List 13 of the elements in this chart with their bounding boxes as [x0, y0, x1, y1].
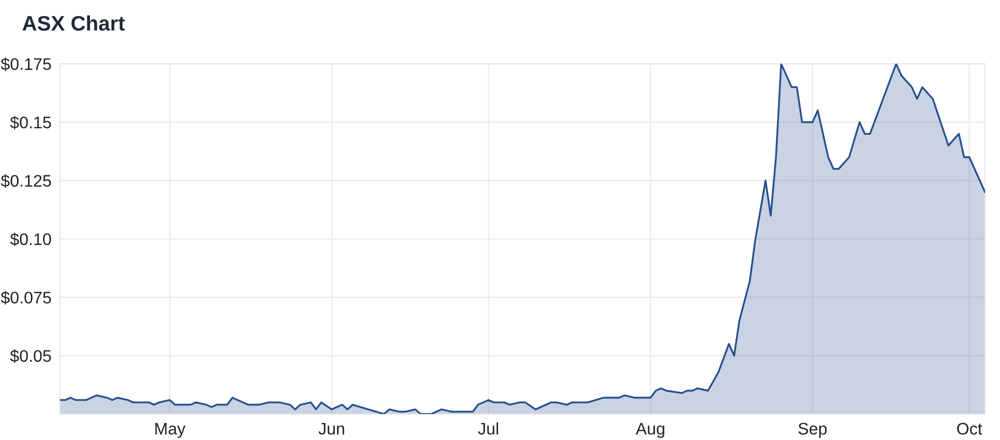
- y-tick-label: $0.075: [0, 290, 51, 304]
- y-tick-label: $0.175: [0, 58, 51, 71]
- y-tick-label: $0.125: [0, 174, 51, 188]
- x-tick-label: May: [155, 422, 186, 438]
- x-tick-label: Sep: [798, 422, 827, 438]
- x-tick-label: Jun: [318, 422, 344, 435]
- y-tick-label: $0.10: [10, 232, 52, 246]
- x-tick-label: Aug: [636, 422, 664, 438]
- x-tick-label: Oct: [957, 422, 982, 435]
- x-tick-label: Jul: [478, 422, 498, 435]
- y-tick-label: $0.05: [10, 349, 51, 363]
- y-tick-label: $0.15: [10, 116, 51, 130]
- chart-title: ASX Chart: [22, 15, 125, 31]
